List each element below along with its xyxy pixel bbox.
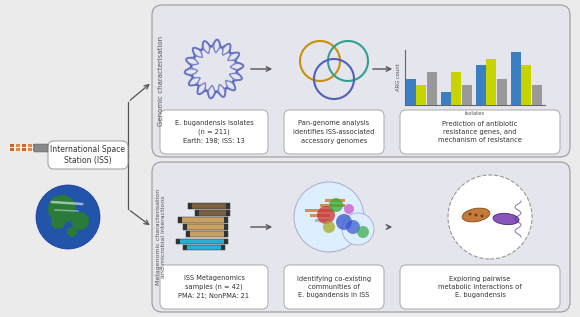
Circle shape (469, 212, 472, 216)
Bar (22, 144, 26, 147)
Circle shape (357, 226, 369, 238)
Bar (224, 239, 228, 244)
Circle shape (67, 227, 77, 237)
Bar (178, 217, 182, 223)
Text: Genomic characterisation: Genomic characterisation (158, 36, 164, 126)
Bar (33, 144, 37, 147)
Bar (183, 245, 187, 250)
Bar (10, 148, 14, 151)
Bar (221, 245, 225, 250)
Circle shape (480, 215, 484, 217)
Bar (441, 92, 451, 105)
Circle shape (344, 204, 354, 214)
Text: Identifying co-existing
communities of
E. bugandensis in ISS: Identifying co-existing communities of E… (297, 275, 371, 299)
Text: Pan-genome analysis
identifies ISS-associated
accessory genomes: Pan-genome analysis identifies ISS-assoc… (293, 120, 375, 144)
Text: Exploring pairwise
metabolic interactions of
E. bugandensis: Exploring pairwise metabolic interaction… (438, 275, 522, 299)
Circle shape (48, 195, 76, 223)
Bar (38, 144, 42, 147)
Text: ISS Metagenomics
samples (n = 42)
PMA: 21; NonPMA: 21: ISS Metagenomics samples (n = 42) PMA: 2… (179, 275, 249, 299)
Text: Metagenomic characterisation
and microbial interactions: Metagenomic characterisation and microbi… (155, 189, 166, 285)
Bar (224, 231, 228, 237)
Bar (320, 204, 345, 207)
Bar (226, 210, 230, 216)
Bar (183, 245, 225, 250)
Ellipse shape (342, 213, 374, 245)
Bar (183, 224, 228, 230)
Bar (305, 209, 333, 212)
Circle shape (336, 214, 352, 230)
Bar (315, 219, 330, 222)
Ellipse shape (294, 182, 364, 252)
Bar (178, 217, 228, 223)
Bar (186, 231, 228, 237)
Ellipse shape (493, 213, 519, 225)
Bar (532, 85, 542, 105)
Bar (224, 217, 228, 223)
Circle shape (329, 198, 343, 212)
Text: ARG count: ARG count (396, 64, 401, 91)
Bar (451, 72, 461, 105)
Text: Isolates: Isolates (465, 111, 485, 116)
Ellipse shape (462, 208, 490, 222)
Bar (176, 239, 180, 244)
Bar (38, 148, 42, 151)
Circle shape (36, 185, 100, 249)
Bar (16, 148, 20, 151)
Bar (511, 52, 520, 105)
Bar (188, 203, 192, 209)
Bar (521, 65, 531, 105)
FancyBboxPatch shape (152, 5, 570, 157)
Text: Prediction of antibiotic
resistance genes, and
mechanism of resistance: Prediction of antibiotic resistance gene… (438, 120, 522, 144)
Bar (486, 59, 496, 105)
Bar (416, 85, 426, 105)
Circle shape (474, 214, 477, 217)
Bar (310, 214, 330, 217)
Bar (195, 210, 199, 216)
Text: International Space
Station (ISS): International Space Station (ISS) (50, 145, 125, 165)
Bar (427, 72, 437, 105)
Circle shape (323, 221, 335, 233)
FancyBboxPatch shape (400, 265, 560, 309)
Bar (226, 203, 230, 209)
Bar (186, 231, 190, 237)
Text: E. bugandensis isolates
(n = 211)
Earth: 198; ISS: 13: E. bugandensis isolates (n = 211) Earth:… (175, 120, 253, 144)
Bar (462, 85, 472, 105)
Bar (176, 239, 228, 244)
Circle shape (346, 220, 360, 234)
FancyBboxPatch shape (160, 265, 268, 309)
Bar (44, 148, 48, 151)
Circle shape (317, 206, 335, 224)
Bar (224, 224, 228, 230)
FancyBboxPatch shape (48, 141, 128, 169)
Circle shape (448, 175, 532, 259)
Circle shape (71, 212, 89, 230)
Bar (188, 203, 230, 209)
FancyBboxPatch shape (400, 110, 560, 154)
FancyBboxPatch shape (160, 110, 268, 154)
Bar (10, 144, 14, 147)
Bar (183, 224, 187, 230)
Bar (476, 65, 485, 105)
Circle shape (51, 215, 65, 229)
Bar (22, 148, 26, 151)
FancyBboxPatch shape (152, 162, 570, 312)
Bar (34, 144, 48, 152)
Bar (16, 144, 20, 147)
Bar (44, 144, 48, 147)
Bar (195, 210, 230, 216)
FancyBboxPatch shape (284, 265, 384, 309)
Bar (33, 148, 37, 151)
Bar (405, 79, 415, 105)
Bar (325, 199, 345, 202)
Bar (28, 144, 32, 147)
Bar (496, 79, 506, 105)
FancyBboxPatch shape (284, 110, 384, 154)
Bar (28, 148, 32, 151)
